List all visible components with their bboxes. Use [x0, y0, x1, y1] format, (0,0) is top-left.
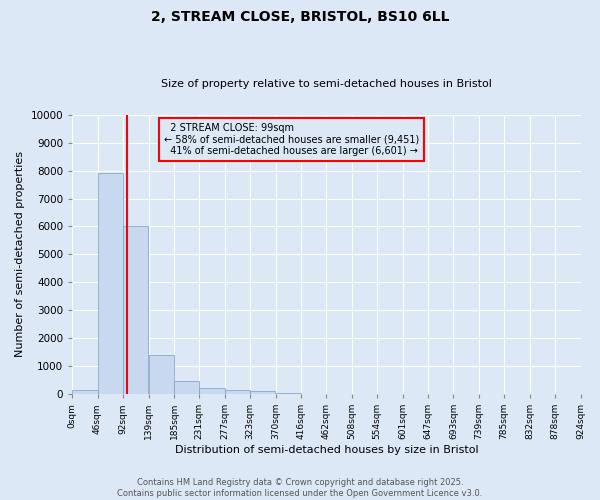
Text: 2, STREAM CLOSE, BRISTOL, BS10 6LL: 2, STREAM CLOSE, BRISTOL, BS10 6LL — [151, 10, 449, 24]
X-axis label: Distribution of semi-detached houses by size in Bristol: Distribution of semi-detached houses by … — [175, 445, 478, 455]
Bar — [98, 174, 123, 394]
Bar — [72, 390, 98, 394]
Bar — [123, 226, 148, 394]
Bar — [199, 388, 224, 394]
Text: 2 STREAM CLOSE: 99sqm
← 58% of semi-detached houses are smaller (9,451)
  41% of: 2 STREAM CLOSE: 99sqm ← 58% of semi-deta… — [164, 123, 419, 156]
Y-axis label: Number of semi-detached properties: Number of semi-detached properties — [15, 152, 25, 358]
Bar — [149, 355, 174, 394]
Bar — [250, 391, 275, 394]
Bar — [276, 392, 301, 394]
Text: Contains HM Land Registry data © Crown copyright and database right 2025.
Contai: Contains HM Land Registry data © Crown c… — [118, 478, 482, 498]
Bar — [174, 380, 199, 394]
Title: Size of property relative to semi-detached houses in Bristol: Size of property relative to semi-detach… — [161, 79, 492, 89]
Bar — [224, 390, 250, 394]
